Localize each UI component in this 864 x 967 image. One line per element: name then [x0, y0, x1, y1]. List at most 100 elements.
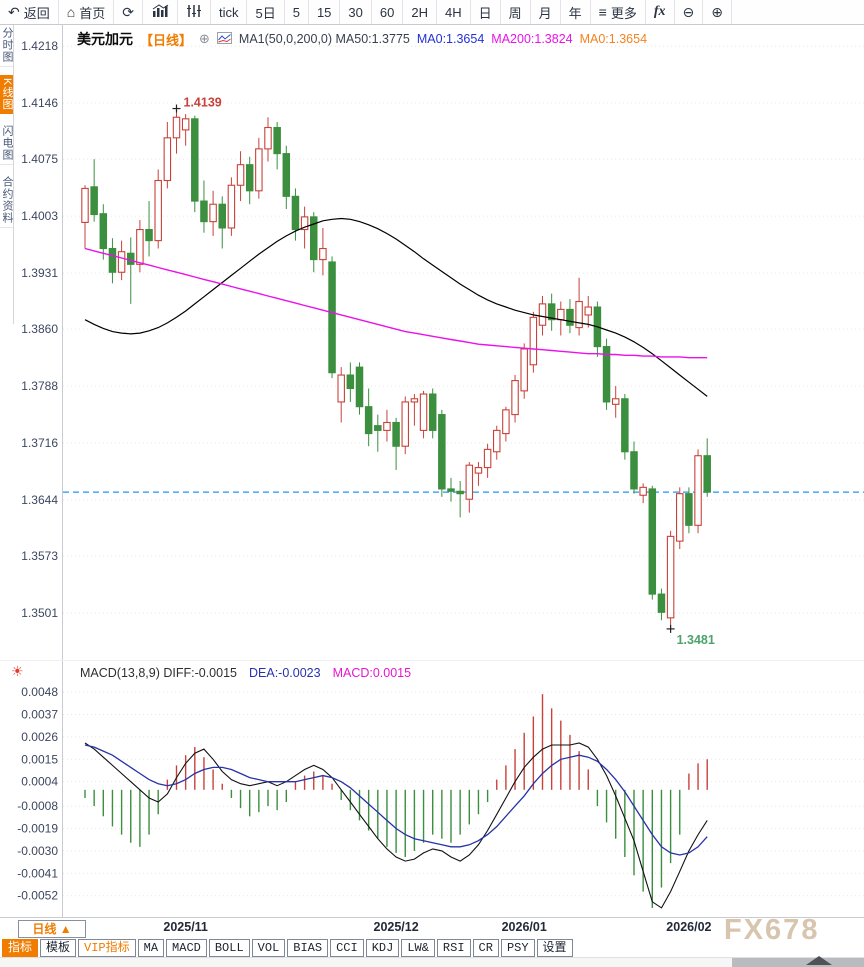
timeframe-4h-label: 4H	[444, 4, 462, 20]
svg-text:0.0015: 0.0015	[21, 752, 58, 766]
timeframe-30-label: 30	[348, 4, 363, 20]
toolbar-timeframe-4h-button[interactable]: 4H	[437, 0, 471, 24]
scrollbar-track[interactable]	[0, 956, 864, 967]
chart-type-sidebar: 分时图 K线图闪电图合约资料	[0, 24, 14, 324]
timeframe-week-label: 周	[508, 5, 522, 21]
period-selector-button[interactable]: 日线 ▲	[18, 920, 86, 938]
sidebar-tab-contract-info[interactable]: 合约资料	[0, 173, 13, 229]
indicator-tab-LW&[interactable]: LW&	[401, 939, 435, 957]
toolbar-chart-type-candles-button[interactable]	[178, 0, 211, 24]
sidebar-tab-intraday[interactable]: 分时图	[0, 24, 13, 67]
toolbar-timeframe-2h-button[interactable]: 2H	[403, 0, 437, 24]
fx-label: fx	[653, 4, 666, 19]
price-header: 美元加元 【日线】 ⊕ MA1(50,0,200,0) MA50:1.3775 …	[77, 29, 647, 49]
toolbar-zoom-out-button[interactable]: ⊖	[675, 0, 704, 24]
more-label: 更多	[610, 5, 637, 21]
indicator-tab-bar: 指标 模板 VIP指标 MA MACD BOLL VOL BIAS CCI KDJ LW& RSI CR…	[2, 939, 573, 957]
macd-hist-value: MACD:0.0015	[332, 666, 412, 680]
indicator-tab-CR[interactable]: CR	[472, 939, 499, 957]
toolbar-refresh-button[interactable]: ⟳	[114, 0, 143, 24]
svg-text:-0.0030: -0.0030	[17, 844, 58, 858]
timeframe-day-label: 日	[478, 5, 492, 21]
toolbar-timeframe-tick-button[interactable]: tick	[211, 0, 248, 24]
indicator-tab-CCI[interactable]: CCI	[330, 939, 364, 957]
svg-text:1.3788: 1.3788	[21, 379, 58, 393]
home-label: 首页	[79, 5, 106, 21]
timeframe-year-label: 年	[568, 5, 582, 21]
chart-type-bars-icon	[151, 3, 169, 21]
svg-text:1.4075: 1.4075	[21, 152, 58, 166]
add-indicator-icon[interactable]: ⊕	[199, 31, 210, 46]
svg-text:0.0037: 0.0037	[21, 707, 58, 721]
timeframe-60-label: 60	[379, 4, 395, 20]
indicator-tab-BIAS[interactable]: BIAS	[287, 939, 329, 957]
indicator-tab-BOLL[interactable]: BOLL	[208, 939, 250, 957]
ma-settings-value: MA1(50,0,200,0) MA50:1.3775	[238, 32, 410, 46]
toolbar-timeframe-5d-button[interactable]: 5日	[247, 0, 285, 24]
indicator-tab-PSY[interactable]: PSY	[500, 939, 535, 957]
toolbar-timeframe-day-button[interactable]: 日	[471, 0, 501, 24]
svg-text:2025/11: 2025/11	[163, 920, 208, 934]
toolbar-timeframe-week-button[interactable]: 周	[501, 0, 531, 24]
svg-text:1.4218: 1.4218	[21, 39, 58, 53]
indicator-tab-VIP指标[interactable]: VIP指标	[78, 939, 136, 957]
timeframe-5-label: 5	[292, 4, 300, 20]
indicator-tab-MACD[interactable]: MACD	[166, 939, 207, 957]
back-label: 返回	[23, 5, 50, 21]
symbol-name: 美元加元	[77, 31, 133, 47]
indicator-tab-模板[interactable]: 模板	[40, 939, 77, 957]
toolbar-timeframe-5-button[interactable]: 5	[285, 0, 309, 24]
sidebar-tab-lightning[interactable]: 闪电图	[0, 122, 13, 166]
macd-header: MACD(13,8,9) DIFF:-0.0015 DEA:-0.0023 MA…	[80, 666, 411, 680]
svg-text:-0.0019: -0.0019	[17, 822, 58, 836]
toolbar-home-button[interactable]: ⌂ 首页	[59, 0, 115, 24]
svg-text:0.0004: 0.0004	[21, 775, 58, 789]
svg-text:1.3501: 1.3501	[21, 606, 58, 620]
indicator-tab-指标[interactable]: 指标	[2, 939, 39, 957]
refresh-icon: ⟳	[122, 4, 134, 20]
mini-chart-icon[interactable]	[216, 31, 232, 47]
toolbar-back-button[interactable]: ↶ 返回	[0, 0, 59, 24]
timeframe-tick-label: tick	[218, 4, 239, 20]
indicator-tab-设置[interactable]: 设置	[536, 939, 573, 957]
svg-text:1.3716: 1.3716	[21, 436, 58, 450]
macd-diff-value: MACD(13,8,9) DIFF:-0.0015	[80, 666, 237, 680]
indicator-settings-icon[interactable]: ☀	[11, 663, 24, 679]
indicator-tab-RSI[interactable]: RSI	[436, 939, 471, 957]
svg-text:-0.0041: -0.0041	[17, 866, 58, 880]
ma200-value: MA200:1.3824	[491, 32, 573, 46]
svg-text:2026/01: 2026/01	[502, 920, 547, 934]
sidebar-tab-kline[interactable]: K线图	[0, 75, 13, 115]
svg-text:-0.0052: -0.0052	[17, 889, 58, 903]
ma0-orange-value: MA0:1.3654	[579, 32, 648, 46]
timeframe-15-label: 15	[316, 4, 332, 20]
svg-text:1.3481: 1.3481	[677, 633, 715, 647]
timeframe-month-label: 月	[538, 5, 552, 21]
toolbar-more-button[interactable]: ≡ 更多	[591, 0, 646, 24]
toolbar-timeframe-60-button[interactable]: 60	[372, 0, 404, 24]
chart-type-candles-icon	[186, 4, 202, 21]
scrollbar-collapse-arrow[interactable]	[806, 956, 832, 965]
svg-text:1.4146: 1.4146	[21, 96, 58, 110]
svg-text:0.0026: 0.0026	[21, 730, 58, 744]
indicator-tab-KDJ[interactable]: KDJ	[365, 939, 400, 957]
indicator-tab-MA[interactable]: MA	[137, 939, 165, 957]
zoom-out-icon: ⊖	[682, 4, 695, 20]
toolbar-timeframe-30-button[interactable]: 30	[340, 0, 372, 24]
zoom-in-icon: ⊕	[711, 4, 723, 20]
scrollbar-thumb[interactable]	[732, 958, 864, 967]
svg-text:1.3931: 1.3931	[21, 266, 58, 280]
toolbar-timeframe-month-button[interactable]: 月	[531, 0, 561, 24]
more-icon: ≡	[598, 4, 607, 20]
indicator-tab-VOL[interactable]: VOL	[251, 939, 286, 957]
toolbar-timeframe-15-button[interactable]: 15	[309, 0, 341, 24]
svg-text:0.0048: 0.0048	[21, 685, 58, 699]
svg-text:1.3860: 1.3860	[21, 322, 58, 336]
home-icon: ⌂	[66, 4, 76, 20]
toolbar-chart-type-bars-button[interactable]	[143, 0, 178, 24]
toolbar-zoom-in-button[interactable]: ⊕	[703, 0, 732, 24]
toolbar-fx-button[interactable]: fx	[646, 0, 675, 24]
toolbar-timeframe-year-button[interactable]: 年	[561, 0, 591, 24]
